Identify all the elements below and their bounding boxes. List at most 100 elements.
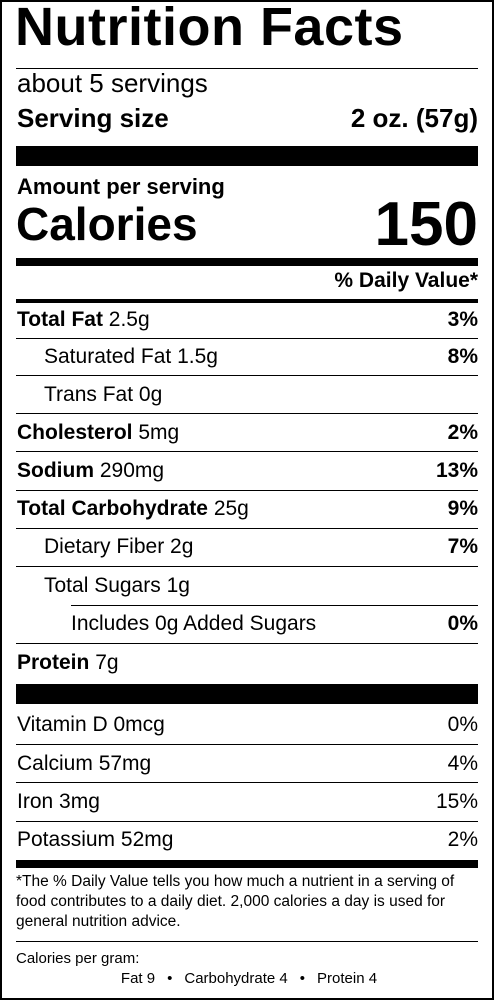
nutrient-name: Calcium bbox=[17, 752, 93, 775]
divider bbox=[16, 451, 478, 452]
nutrient-name: Includes 0g Added Sugars bbox=[71, 612, 317, 635]
thick-divider bbox=[16, 684, 478, 704]
daily-value-header: % Daily Value* bbox=[334, 269, 478, 292]
nutrient-amount: 57mg bbox=[98, 752, 152, 775]
medium-divider bbox=[16, 860, 478, 868]
nutrient-row-saturated-fat: Saturated Fat 1.5g 8% bbox=[16, 338, 478, 376]
nutrient-name: Total Carbohydrate bbox=[17, 497, 208, 520]
nutrient-label: Iron 3mg bbox=[17, 783, 100, 821]
nutrient-name: Total Fat bbox=[17, 308, 103, 331]
nutrient-name: Iron bbox=[17, 790, 54, 813]
nutrient-dv: 3% bbox=[447, 308, 478, 331]
divider bbox=[16, 528, 478, 529]
nutrient-row-total-carbohydrate: Total Carbohydrate 25g 9% bbox=[16, 490, 478, 528]
divider bbox=[16, 782, 478, 783]
nutrient-label: Trans Fat 0g bbox=[44, 376, 162, 414]
nutrient-amount: 2.5g bbox=[108, 308, 150, 331]
divider bbox=[16, 68, 478, 69]
nutrient-row-trans-fat: Trans Fat 0g bbox=[16, 376, 478, 414]
nutrient-row-total-fat: Total Fat 2.5g 3% bbox=[16, 301, 478, 339]
nutrient-dv: 8% bbox=[447, 345, 478, 368]
vitamin-row-iron: Iron 3mg 15% bbox=[16, 783, 478, 821]
nutrient-dv: 2% bbox=[447, 828, 478, 851]
thick-divider bbox=[16, 146, 478, 166]
divider bbox=[16, 375, 478, 376]
nutrient-name: Potassium bbox=[17, 828, 116, 851]
medium-divider bbox=[16, 258, 478, 266]
vitamin-row-potassium: Potassium 52mg 2% bbox=[16, 821, 478, 859]
divider bbox=[16, 941, 478, 942]
nutrient-name: Cholesterol bbox=[17, 421, 133, 444]
divider bbox=[16, 821, 478, 822]
nutrient-label: Total Sugars 1g bbox=[44, 567, 190, 605]
calories-per-gram-label: Calories per gram: bbox=[16, 950, 140, 967]
nutrient-name: Dietary Fiber bbox=[44, 535, 165, 558]
daily-value-footnote: *The % Daily Value tells you how much a … bbox=[16, 873, 455, 930]
nutrient-row-sodium: Sodium 290mg 13% bbox=[16, 452, 478, 490]
nutrient-name: Total Sugars bbox=[44, 574, 161, 597]
nutrient-row-dietary-fiber: Dietary Fiber 2g 7% bbox=[16, 528, 478, 566]
nutrient-label: Total Fat 2.5g bbox=[17, 301, 150, 339]
nutrient-name: Sodium bbox=[17, 459, 94, 482]
divider bbox=[16, 643, 478, 644]
calories-value: 150 bbox=[374, 190, 478, 259]
nutrient-amount: 0g bbox=[138, 383, 163, 406]
fat-calories-per-gram: Fat 9 bbox=[120, 970, 156, 987]
separator-dot: • bbox=[299, 970, 306, 987]
nutrient-amount: 1.5g bbox=[177, 345, 218, 368]
nutrient-amount: 7g bbox=[95, 651, 119, 674]
nutrient-name: Saturated Fat bbox=[44, 345, 172, 368]
nutrient-amount: 3mg bbox=[59, 790, 100, 813]
nutrient-label: Cholesterol 5mg bbox=[17, 414, 179, 452]
nutrient-amount: 25g bbox=[213, 497, 249, 520]
divider bbox=[16, 338, 478, 339]
nutrient-label: Total Carbohydrate 25g bbox=[17, 490, 249, 528]
nutrient-label: Saturated Fat 1.5g bbox=[44, 338, 218, 376]
nutrient-label: Sodium 290mg bbox=[17, 452, 164, 490]
nutrient-dv: 13% bbox=[435, 459, 478, 482]
divider bbox=[16, 744, 478, 745]
divider bbox=[71, 605, 478, 606]
divider bbox=[16, 490, 478, 491]
nutrient-label: Dietary Fiber 2g bbox=[44, 528, 193, 566]
nutrient-dv: 2% bbox=[447, 421, 478, 444]
nutrient-row-cholesterol: Cholesterol 5mg 2% bbox=[16, 414, 478, 452]
divider bbox=[16, 413, 478, 414]
servings-per-container: about 5 servings bbox=[17, 68, 208, 98]
divider bbox=[16, 566, 478, 567]
nutrient-amount: 290mg bbox=[99, 459, 165, 482]
separator-dot: • bbox=[167, 970, 173, 987]
vitamin-row-calcium: Calcium 57mg 4% bbox=[16, 745, 478, 783]
nutrient-dv: 7% bbox=[447, 535, 478, 558]
calories-per-gram-values: Fat 9 • Carbohydrate 4 • Protein 4 bbox=[2, 970, 494, 987]
nutrient-amount: 52mg bbox=[120, 828, 174, 851]
nutrient-row-total-sugars: Total Sugars 1g bbox=[16, 567, 478, 605]
nutrient-row-added-sugars: Includes 0g Added Sugars 0% bbox=[16, 605, 478, 643]
serving-size-value: 2 oz. (57g) bbox=[350, 103, 478, 133]
nutrient-amount: 1g bbox=[166, 574, 190, 597]
protein-calories-per-gram: Protein 4 bbox=[317, 970, 378, 987]
carbohydrate-calories-per-gram: Carbohydrate 4 bbox=[184, 970, 288, 987]
amount-per-serving: Amount per serving bbox=[17, 174, 225, 199]
nutrient-name: Vitamin D bbox=[17, 713, 108, 736]
nutrient-dv: 0% bbox=[447, 612, 478, 635]
nutrient-label: Calcium 57mg bbox=[17, 745, 151, 783]
serving-size-label: Serving size bbox=[17, 103, 169, 133]
nutrient-label: Protein 7g bbox=[17, 644, 119, 682]
nutrient-label: Potassium 52mg bbox=[17, 821, 173, 859]
nutrient-label: Vitamin D 0mcg bbox=[17, 706, 165, 744]
nutrient-dv: 4% bbox=[447, 752, 478, 775]
label-title: Nutrition Facts bbox=[15, 0, 404, 57]
nutrient-amount: 5mg bbox=[138, 421, 180, 444]
nutrient-dv: 9% bbox=[447, 497, 478, 520]
nutrient-amount: 0mcg bbox=[113, 713, 165, 736]
nutrient-name: Trans Fat bbox=[44, 383, 134, 406]
nutrient-dv: 15% bbox=[435, 790, 478, 813]
nutrient-dv: 0% bbox=[447, 713, 478, 736]
medium-divider bbox=[16, 299, 478, 303]
nutrient-amount: 2g bbox=[170, 535, 194, 558]
nutrient-row-protein: Protein 7g bbox=[16, 644, 478, 682]
calories-label: Calories bbox=[16, 198, 198, 250]
vitamin-row-vitamin-d: Vitamin D 0mcg 0% bbox=[16, 706, 478, 744]
